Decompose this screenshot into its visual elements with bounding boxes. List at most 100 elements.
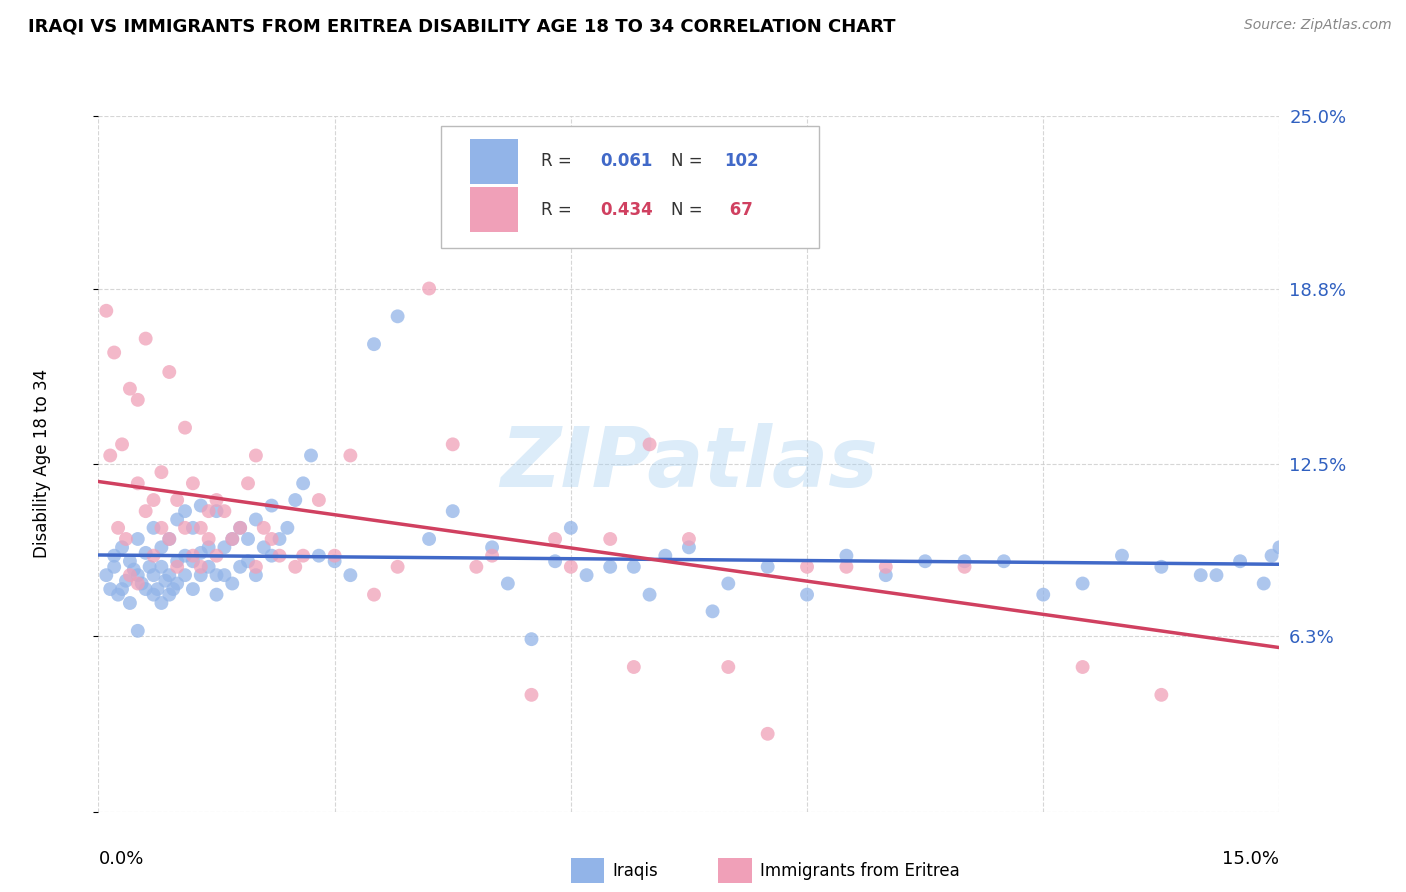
Point xyxy=(418,281,440,295)
Point xyxy=(111,541,134,555)
Point xyxy=(1071,576,1094,591)
Point xyxy=(205,568,228,582)
Point xyxy=(1205,568,1227,582)
Point xyxy=(157,568,180,582)
Point xyxy=(418,532,440,546)
Point xyxy=(157,588,180,602)
Point xyxy=(118,568,141,582)
Point xyxy=(205,504,228,518)
Point xyxy=(166,512,188,526)
Point xyxy=(560,559,582,574)
Text: Disability Age 18 to 34: Disability Age 18 to 34 xyxy=(34,369,51,558)
Point xyxy=(221,532,243,546)
Point xyxy=(190,521,212,535)
Text: R =: R = xyxy=(541,153,578,170)
Point xyxy=(157,532,180,546)
Point xyxy=(599,559,621,574)
Point xyxy=(717,660,740,674)
Point xyxy=(96,303,118,318)
Point xyxy=(142,521,165,535)
Text: N =: N = xyxy=(671,153,709,170)
Point xyxy=(339,449,361,463)
Point xyxy=(157,365,180,379)
Point xyxy=(236,554,259,568)
Point xyxy=(284,559,307,574)
Point xyxy=(197,541,219,555)
Point xyxy=(181,549,204,563)
Point xyxy=(127,392,149,407)
Point xyxy=(520,632,543,647)
Point xyxy=(1260,549,1282,563)
Point xyxy=(107,588,129,602)
Point xyxy=(197,532,219,546)
Point xyxy=(166,493,188,508)
Point xyxy=(115,574,138,588)
Point xyxy=(875,559,897,574)
Point xyxy=(155,574,177,588)
FancyBboxPatch shape xyxy=(471,138,517,184)
Point xyxy=(236,476,259,491)
Point xyxy=(835,549,858,563)
Point xyxy=(481,541,503,555)
Point xyxy=(150,521,173,535)
Point xyxy=(1229,554,1251,568)
Text: 15.0%: 15.0% xyxy=(1222,850,1279,868)
Point xyxy=(166,559,188,574)
Point xyxy=(162,582,184,596)
Point xyxy=(190,568,212,582)
Text: Immigrants from Eritrea: Immigrants from Eritrea xyxy=(759,862,959,880)
Point xyxy=(205,493,228,508)
Point xyxy=(190,559,212,574)
Point xyxy=(122,563,145,577)
Point xyxy=(111,437,134,451)
Text: 0.434: 0.434 xyxy=(600,201,654,219)
Point xyxy=(269,549,291,563)
Point xyxy=(544,532,567,546)
Point xyxy=(702,142,724,156)
Point xyxy=(190,546,212,560)
Point xyxy=(253,541,276,555)
Point xyxy=(150,465,173,479)
Point xyxy=(308,493,330,508)
Point xyxy=(678,541,700,555)
Point xyxy=(229,521,252,535)
Text: 67: 67 xyxy=(724,201,754,219)
Point xyxy=(1032,588,1054,602)
Point xyxy=(118,554,141,568)
Point xyxy=(292,476,315,491)
Point xyxy=(599,532,621,546)
Point xyxy=(993,554,1015,568)
Point xyxy=(166,576,188,591)
Point xyxy=(441,504,464,518)
Point xyxy=(269,532,291,546)
Point xyxy=(796,559,818,574)
Point xyxy=(190,499,212,513)
Point xyxy=(339,568,361,582)
Point xyxy=(236,532,259,546)
Point xyxy=(221,576,243,591)
Point xyxy=(229,559,252,574)
Point xyxy=(98,449,121,463)
Point xyxy=(142,568,165,582)
Point xyxy=(142,549,165,563)
Point xyxy=(174,521,197,535)
Point xyxy=(323,549,346,563)
FancyBboxPatch shape xyxy=(571,858,605,883)
Point xyxy=(98,582,121,596)
Point xyxy=(135,546,157,560)
Point xyxy=(875,568,897,582)
Point xyxy=(111,582,134,596)
Point xyxy=(299,449,322,463)
Point xyxy=(654,549,676,563)
Point xyxy=(138,559,160,574)
Point xyxy=(1071,660,1094,674)
Text: 102: 102 xyxy=(724,153,759,170)
Point xyxy=(387,559,409,574)
Point xyxy=(796,588,818,602)
Point xyxy=(560,521,582,535)
Text: Source: ZipAtlas.com: Source: ZipAtlas.com xyxy=(1244,18,1392,32)
Point xyxy=(756,727,779,741)
Point xyxy=(214,541,236,555)
Point xyxy=(717,576,740,591)
FancyBboxPatch shape xyxy=(718,858,752,883)
